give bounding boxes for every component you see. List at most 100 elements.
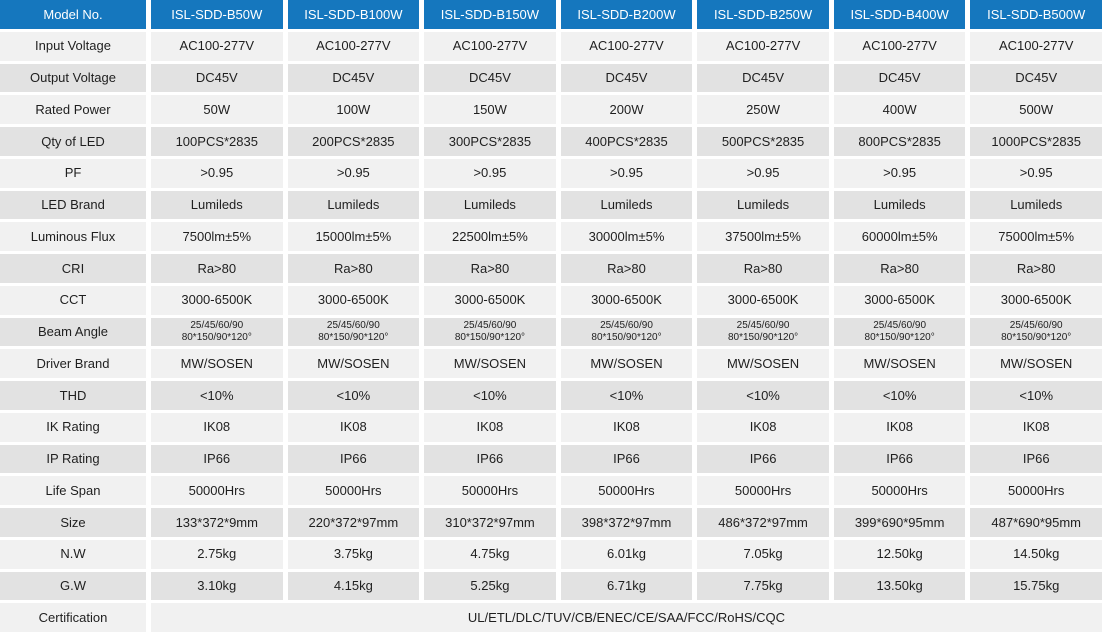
value-cell-cri-3: Ra>80 — [560, 254, 693, 283]
value-cell-qty-of-led-5: 800PCS*2835 — [833, 127, 966, 156]
value-cell-driver-brand-6: MW/SOSEN — [970, 349, 1102, 378]
value-cell-size-5: 399*690*95mm — [833, 508, 966, 537]
value-cell-input-voltage-4: AC100-277V — [697, 31, 829, 61]
value-cell-cct-1: 3000-6500K — [287, 285, 420, 315]
value-cell-rated-power-1: 100W — [287, 95, 420, 124]
value-cell-led-brand-5: Lumileds — [833, 190, 966, 220]
value-cell-g-w-2: 5.25kg — [424, 571, 556, 601]
value-cell-cri-5: Ra>80 — [833, 254, 966, 283]
value-cell-ip-rating-6: IP66 — [970, 444, 1102, 474]
value-cell-life-span-5: 50000Hrs — [833, 476, 966, 505]
value-cell-luminous-flux-5: 60000lm±5% — [833, 222, 966, 251]
row-label-cct: CCT — [0, 285, 146, 315]
model-header-cell-isl-sdd-b400w: ISL-SDD-B400W — [833, 0, 966, 29]
value-cell-qty-of-led-1: 200PCS*2835 — [287, 127, 420, 156]
value-cell-cri-6: Ra>80 — [970, 254, 1102, 283]
value-cell-ik-rating-6: IK08 — [970, 412, 1102, 442]
value-cell-life-span-6: 50000Hrs — [970, 476, 1102, 505]
value-cell-life-span-3: 50000Hrs — [560, 476, 693, 505]
value-cell-size-3: 398*372*97mm — [560, 508, 693, 537]
value-cell-pf-1: >0.95 — [287, 158, 420, 188]
value-cell-input-voltage-5: AC100-277V — [833, 31, 966, 61]
value-cell-cri-4: Ra>80 — [697, 254, 829, 283]
value-cell-ik-rating-4: IK08 — [697, 412, 829, 442]
value-cell-cri-1: Ra>80 — [287, 254, 420, 283]
value-cell-ip-rating-4: IP66 — [697, 444, 829, 474]
value-cell-size-6: 487*690*95mm — [970, 508, 1102, 537]
row-label-luminous-flux: Luminous Flux — [0, 222, 146, 251]
certification-value-cell: UL/ETL/DLC/TUV/CB/ENEC/CE/SAA/FCC/RoHS/C… — [151, 603, 1102, 632]
value-cell-input-voltage-0: AC100-277V — [151, 31, 283, 61]
value-cell-pf-3: >0.95 — [560, 158, 693, 188]
value-cell-output-voltage-4: DC45V — [697, 63, 829, 93]
model-header-cell-isl-sdd-b100w: ISL-SDD-B100W — [287, 0, 420, 29]
value-cell-pf-5: >0.95 — [833, 158, 966, 188]
row-label-thd: THD — [0, 381, 146, 410]
value-cell-luminous-flux-0: 7500lm±5% — [151, 222, 283, 251]
value-cell-g-w-6: 15.75kg — [970, 571, 1102, 601]
value-cell-input-voltage-2: AC100-277V — [424, 31, 556, 61]
row-label-beam-angle: Beam Angle — [0, 317, 146, 347]
value-cell-thd-6: <10% — [970, 381, 1102, 410]
value-cell-thd-3: <10% — [560, 381, 693, 410]
value-cell-beam-angle-1: 25/45/60/90 80*150/90*120° — [287, 317, 420, 347]
value-cell-qty-of-led-3: 400PCS*2835 — [560, 127, 693, 156]
model-header-cell-isl-sdd-b150w: ISL-SDD-B150W — [424, 0, 556, 29]
value-cell-luminous-flux-4: 37500lm±5% — [697, 222, 829, 251]
value-cell-beam-angle-5: 25/45/60/90 80*150/90*120° — [833, 317, 966, 347]
value-cell-led-brand-4: Lumileds — [697, 190, 829, 220]
row-label-rated-power: Rated Power — [0, 95, 146, 124]
value-cell-qty-of-led-0: 100PCS*2835 — [151, 127, 283, 156]
value-cell-input-voltage-3: AC100-277V — [560, 31, 693, 61]
value-cell-g-w-5: 13.50kg — [833, 571, 966, 601]
value-cell-luminous-flux-6: 75000lm±5% — [970, 222, 1102, 251]
value-cell-driver-brand-2: MW/SOSEN — [424, 349, 556, 378]
value-cell-size-1: 220*372*97mm — [287, 508, 420, 537]
value-cell-driver-brand-1: MW/SOSEN — [287, 349, 420, 378]
value-cell-driver-brand-4: MW/SOSEN — [697, 349, 829, 378]
row-label-g-w: G.W — [0, 571, 146, 601]
value-cell-g-w-3: 6.71kg — [560, 571, 693, 601]
value-cell-ik-rating-3: IK08 — [560, 412, 693, 442]
value-cell-n-w-0: 2.75kg — [151, 539, 283, 569]
value-cell-output-voltage-1: DC45V — [287, 63, 420, 93]
value-cell-output-voltage-5: DC45V — [833, 63, 966, 93]
model-no-header-cell: Model No. — [0, 0, 146, 29]
value-cell-input-voltage-1: AC100-277V — [287, 31, 420, 61]
row-label-pf: PF — [0, 158, 146, 188]
value-cell-beam-angle-4: 25/45/60/90 80*150/90*120° — [697, 317, 829, 347]
value-cell-life-span-1: 50000Hrs — [287, 476, 420, 505]
value-cell-rated-power-4: 250W — [697, 95, 829, 124]
value-cell-qty-of-led-2: 300PCS*2835 — [424, 127, 556, 156]
value-cell-luminous-flux-3: 30000lm±5% — [560, 222, 693, 251]
value-cell-driver-brand-3: MW/SOSEN — [560, 349, 693, 378]
value-cell-output-voltage-6: DC45V — [970, 63, 1102, 93]
value-cell-n-w-4: 7.05kg — [697, 539, 829, 569]
value-cell-output-voltage-3: DC45V — [560, 63, 693, 93]
value-cell-thd-1: <10% — [287, 381, 420, 410]
row-label-ik-rating: IK Rating — [0, 412, 146, 442]
value-cell-cct-6: 3000-6500K — [970, 285, 1102, 315]
value-cell-cri-0: Ra>80 — [151, 254, 283, 283]
row-label-output-voltage: Output Voltage — [0, 63, 146, 93]
row-label-qty-of-led: Qty of LED — [0, 127, 146, 156]
row-label-led-brand: LED Brand — [0, 190, 146, 220]
value-cell-cct-4: 3000-6500K — [697, 285, 829, 315]
model-header-cell-isl-sdd-b200w: ISL-SDD-B200W — [560, 0, 693, 29]
value-cell-pf-0: >0.95 — [151, 158, 283, 188]
value-cell-ik-rating-0: IK08 — [151, 412, 283, 442]
value-cell-ip-rating-0: IP66 — [151, 444, 283, 474]
value-cell-ip-rating-2: IP66 — [424, 444, 556, 474]
value-cell-cct-5: 3000-6500K — [833, 285, 966, 315]
value-cell-ip-rating-1: IP66 — [287, 444, 420, 474]
value-cell-cct-2: 3000-6500K — [424, 285, 556, 315]
value-cell-beam-angle-2: 25/45/60/90 80*150/90*120° — [424, 317, 556, 347]
model-header-cell-isl-sdd-b500w: ISL-SDD-B500W — [970, 0, 1102, 29]
value-cell-rated-power-0: 50W — [151, 95, 283, 124]
value-cell-output-voltage-2: DC45V — [424, 63, 556, 93]
value-cell-qty-of-led-4: 500PCS*2835 — [697, 127, 829, 156]
value-cell-ik-rating-5: IK08 — [833, 412, 966, 442]
value-cell-thd-4: <10% — [697, 381, 829, 410]
value-cell-ik-rating-1: IK08 — [287, 412, 420, 442]
